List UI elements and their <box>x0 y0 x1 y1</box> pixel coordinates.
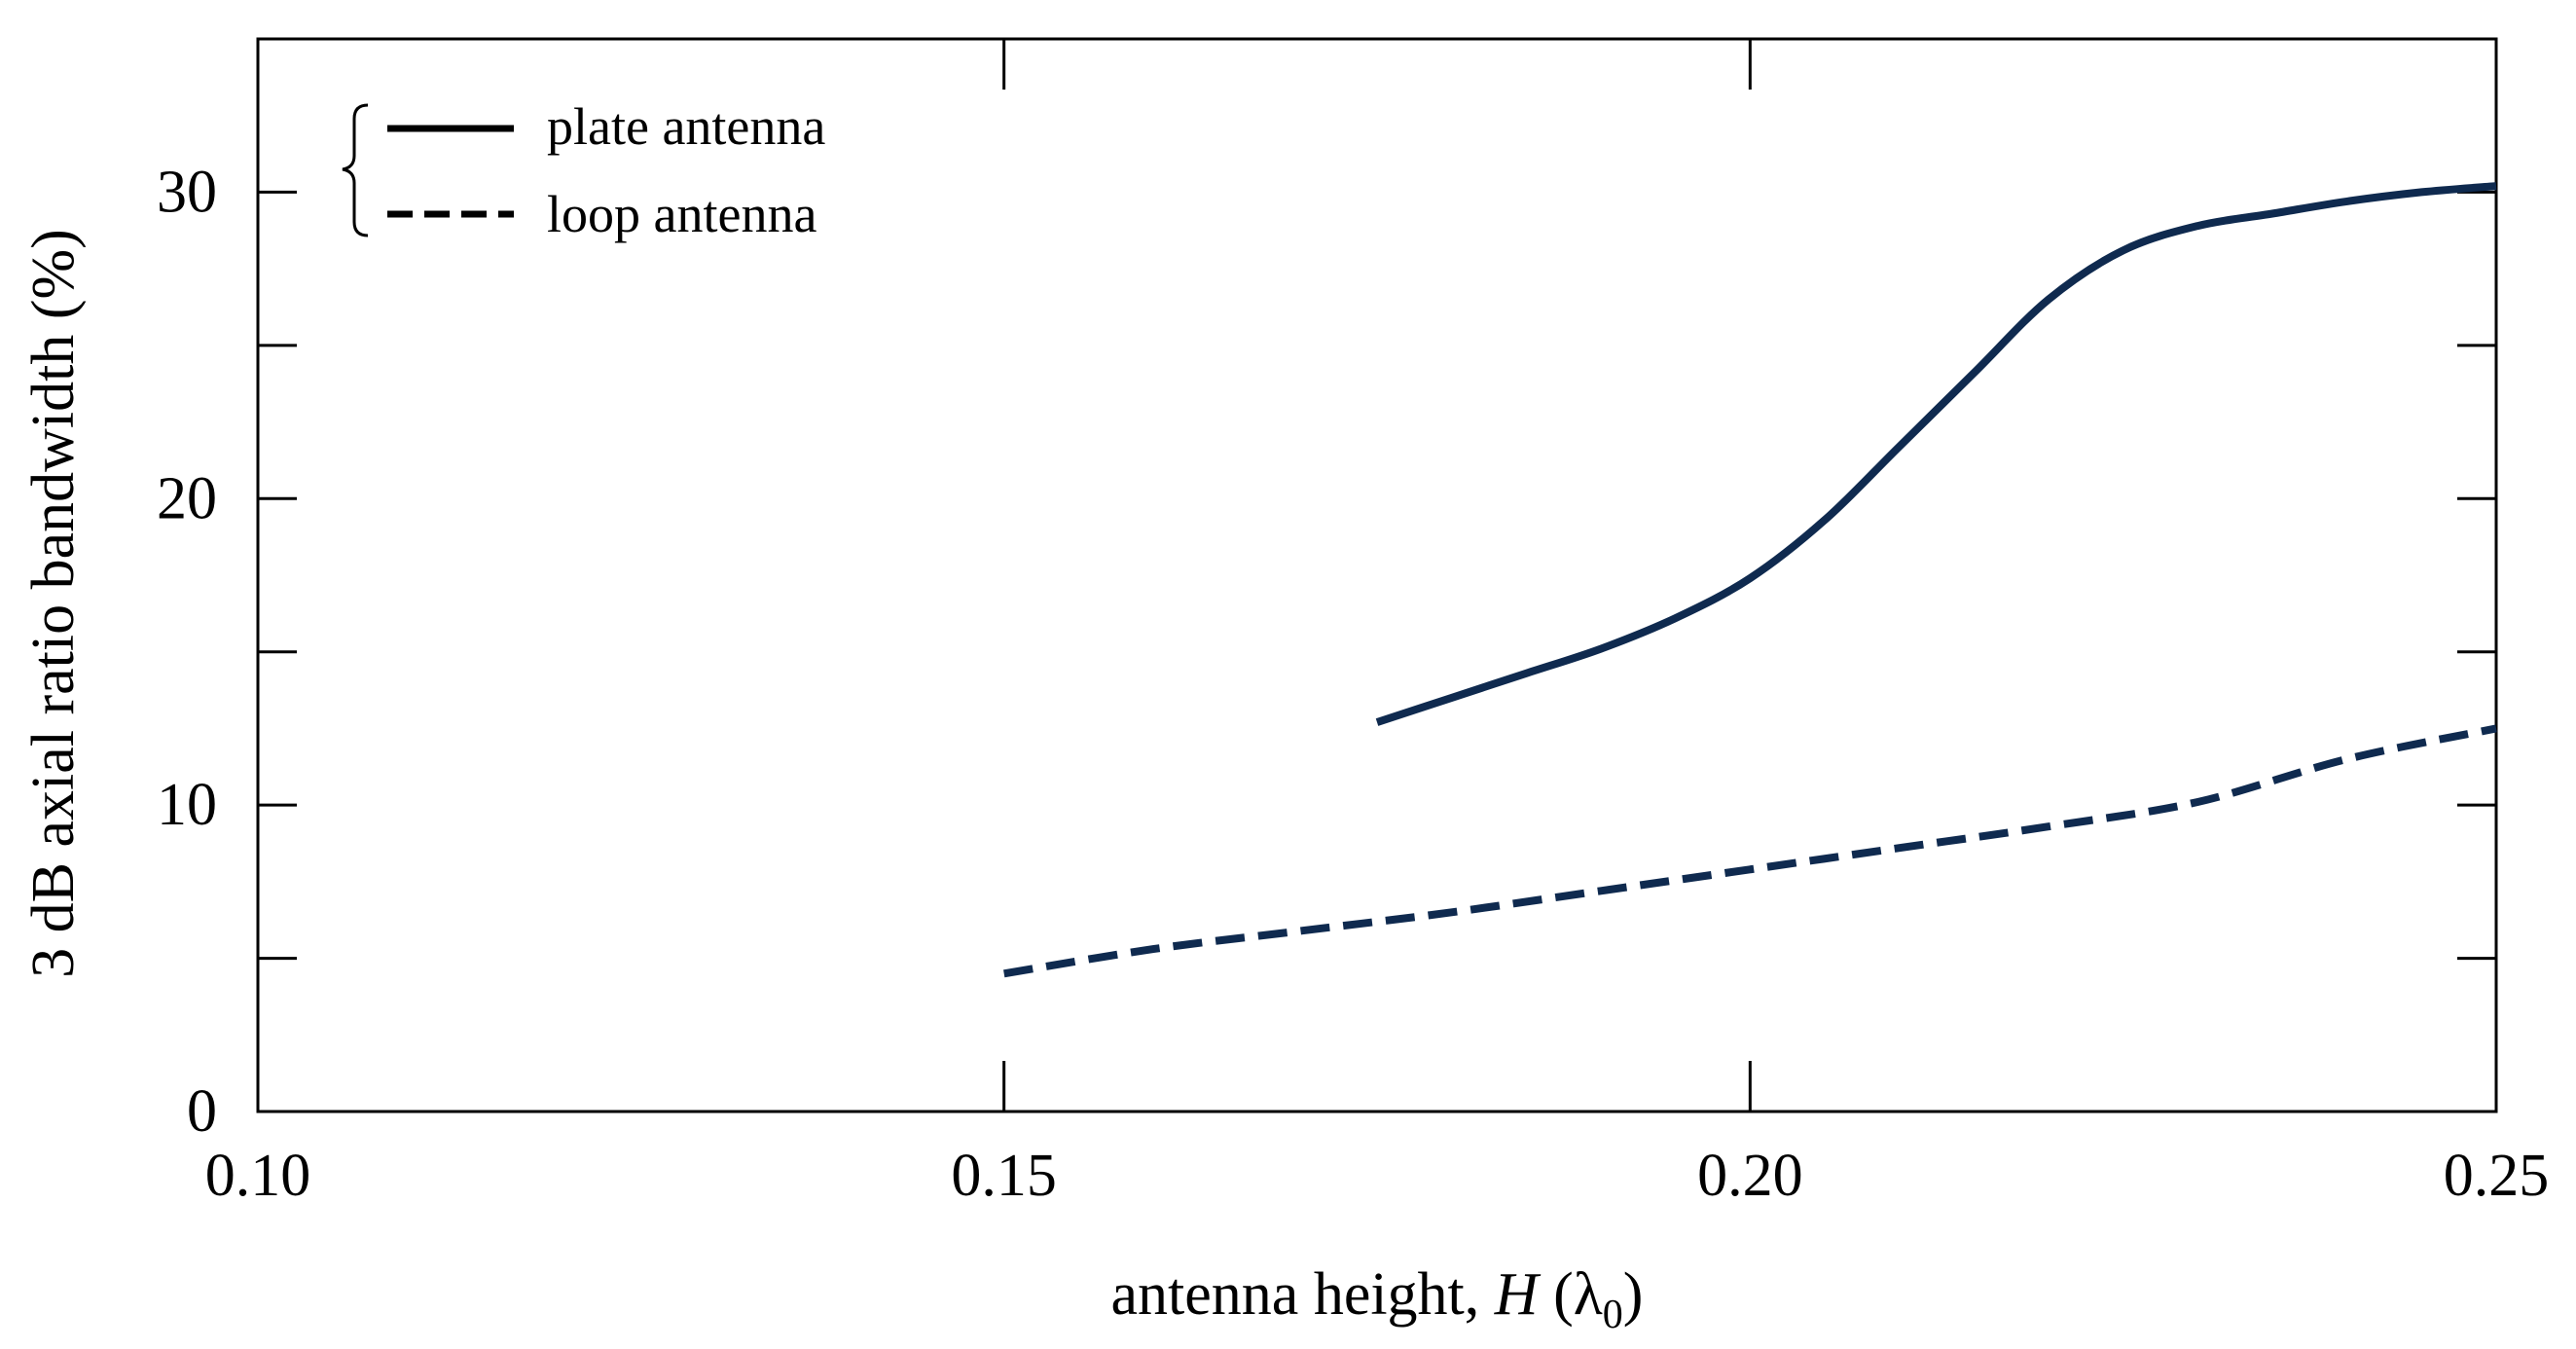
x-tick-label: 0.10 <box>205 1143 311 1209</box>
x-axis-title-unit-sub: 0 <box>1603 1293 1623 1337</box>
axis-tick-labels: 0.10 0.15 0.20 0.25 0 10 20 30 <box>157 159 2549 1209</box>
y-tick-label: 30 <box>157 159 217 225</box>
y-tick-label: 10 <box>157 772 217 838</box>
x-axis-title: antenna height, H (λ0) <box>1111 1261 1644 1337</box>
x-axis-title-unit-open: ( <box>1539 1261 1574 1328</box>
axis-ticks <box>256 39 2498 1113</box>
y-axis-title: 3 dB axial ratio bandwidth (%) <box>20 229 87 978</box>
y-tick-label: 0 <box>187 1078 217 1145</box>
x-axis-title-unit-symbol: λ <box>1574 1261 1603 1328</box>
series-layer <box>1003 182 2497 978</box>
x-tick-label: 0.20 <box>1697 1143 1803 1209</box>
legend-label-loop-antenna: loop antenna <box>547 185 816 243</box>
series-line-plate-antenna <box>1375 182 2497 726</box>
series-line-loop-antenna <box>1003 724 2497 978</box>
legend: plate antenna loop antenna <box>342 97 825 243</box>
x-axis-title-var: H <box>1494 1261 1542 1328</box>
y-tick-label: 20 <box>157 465 217 531</box>
legend-brace <box>342 103 369 237</box>
x-tick-label: 0.25 <box>2444 1143 2550 1209</box>
x-tick-label: 0.15 <box>951 1143 1057 1209</box>
x-axis-title-unit-close: ) <box>1623 1261 1644 1328</box>
x-axis-title-prefix: antenna height, <box>1111 1261 1495 1328</box>
plot-frame <box>256 37 2498 1113</box>
legend-label-plate-antenna: plate antenna <box>547 97 825 156</box>
